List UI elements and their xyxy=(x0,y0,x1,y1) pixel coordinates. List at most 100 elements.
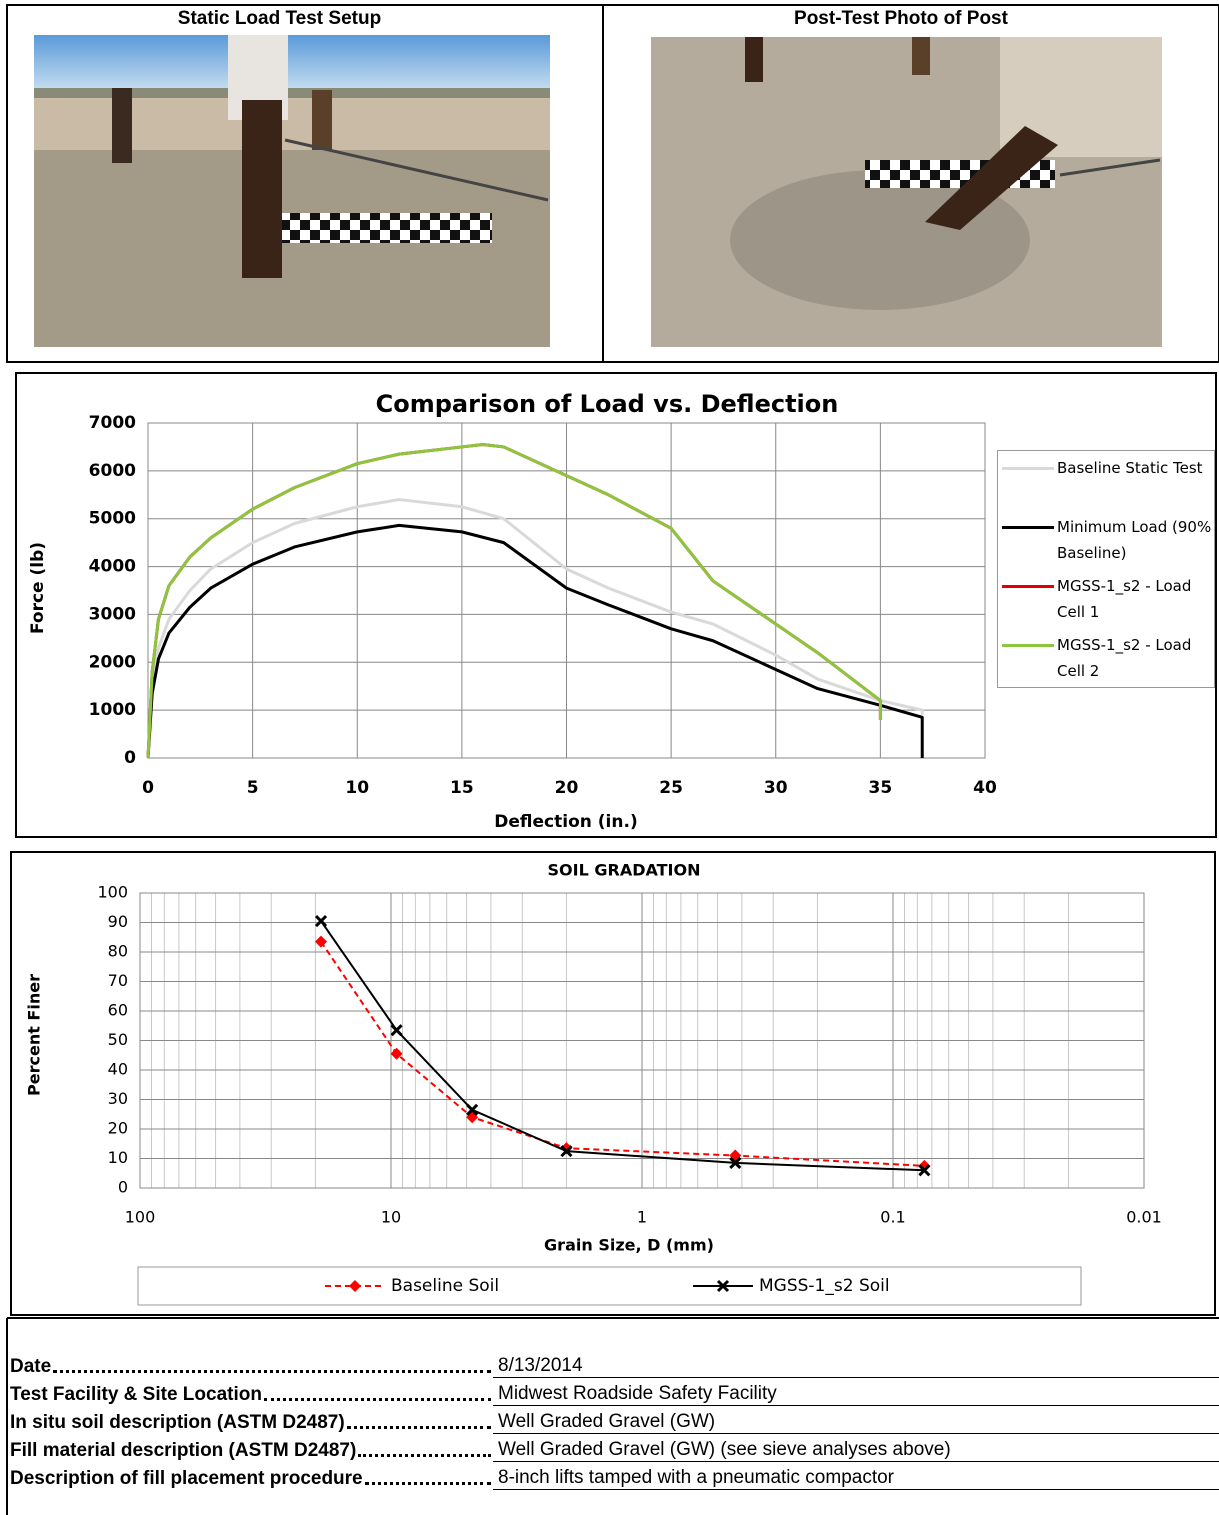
x-tick-label: 1 xyxy=(637,1208,647,1227)
legend-label: MGSS-1_s2 - Load Cell 2 xyxy=(1057,636,1192,680)
x-tick-label: 20 xyxy=(555,778,579,798)
details-value: 8/13/2014 xyxy=(493,1355,1219,1378)
legend-swatch xyxy=(1002,467,1054,470)
y-axis-title: Force (lb) xyxy=(28,542,48,634)
details-table: Date 8/13/2014 Test Facility & Site Locati… xyxy=(10,1350,1219,1490)
series-line xyxy=(146,443,882,759)
marker xyxy=(716,1279,730,1293)
legend-entry: Minimum Load (90% Baseline) xyxy=(1000,514,1214,568)
y-tick-label: 0 xyxy=(118,1178,128,1197)
x-tick-label: 0 xyxy=(142,778,154,798)
chart-title: Comparison of Load vs. Deflection xyxy=(376,390,839,418)
marker xyxy=(390,1047,403,1060)
marker xyxy=(349,1280,361,1292)
marker xyxy=(729,1156,742,1169)
dot-leader xyxy=(53,1370,491,1373)
details-row: Description of fill placement procedure 8… xyxy=(10,1462,1219,1490)
series-line xyxy=(320,941,925,1167)
x-tick-label: 0.01 xyxy=(1126,1208,1162,1227)
details-label-cell: Fill material description (ASTM D2487) xyxy=(10,1440,493,1462)
legend-label: MGSS-1_s2 Soil xyxy=(759,1276,890,1296)
photo-left xyxy=(34,35,550,347)
frames xyxy=(6,4,1219,1515)
details-label-cell: Description of fill placement procedure xyxy=(10,1468,493,1490)
details-value: Well Graded Gravel (GW) xyxy=(493,1411,1219,1434)
legend-swatch xyxy=(1002,644,1054,647)
details-value: Well Graded Gravel (GW) (see sieve analy… xyxy=(493,1439,1219,1462)
plot-border xyxy=(139,892,1145,1189)
series-line xyxy=(146,523,924,759)
y-tick-label: 0 xyxy=(124,748,136,768)
x-tick-label: 35 xyxy=(869,778,893,798)
legend-label: Baseline Static Test xyxy=(1057,459,1203,477)
details-row: Date 8/13/2014 xyxy=(10,1350,1219,1378)
y-tick-label: 7000 xyxy=(89,413,136,433)
x-axis-title: Deflection (in.) xyxy=(494,812,637,832)
series-line xyxy=(146,498,924,759)
chart-title: SOIL GRADATION xyxy=(548,861,701,880)
legend-label: Minimum Load (90% Baseline) xyxy=(1057,518,1212,562)
marker xyxy=(390,1024,403,1037)
y-tick-label: 30 xyxy=(108,1089,128,1108)
y-tick-label: 20 xyxy=(108,1119,128,1138)
y-tick-label: 5000 xyxy=(89,509,136,529)
legend-entry: MGSS-1_s2 - Load Cell 2 xyxy=(1000,632,1214,686)
legend-swatch xyxy=(1002,526,1054,529)
dot-leader xyxy=(346,1426,491,1429)
details-label: Date xyxy=(10,1356,52,1377)
x-tick-label: 100 xyxy=(125,1208,156,1227)
details-row: In situ soil description (ASTM D2487) Wel… xyxy=(10,1406,1219,1434)
y-tick-label: 40 xyxy=(108,1060,128,1079)
x-tick-label: 25 xyxy=(659,778,683,798)
photo-title: Static Load Test Setup xyxy=(177,8,382,29)
y-tick-label: 70 xyxy=(108,971,128,990)
details-label-cell: Date xyxy=(10,1356,493,1378)
details-label-cell: In situ soil description (ASTM D2487) xyxy=(10,1412,493,1434)
y-tick-label: 6000 xyxy=(89,461,136,481)
details-label: In situ soil description (ASTM D2487) xyxy=(10,1412,345,1433)
x-tick-label: 40 xyxy=(973,778,997,798)
legend-swatch xyxy=(1002,585,1054,588)
details-label-cell: Test Facility & Site Location xyxy=(10,1384,493,1406)
y-tick-label: 60 xyxy=(108,1001,128,1020)
y-axis-title: Percent Finer xyxy=(25,974,44,1096)
x-tick-label: 10 xyxy=(345,778,369,798)
x-tick-label: 10 xyxy=(381,1208,401,1227)
x-tick-label: 30 xyxy=(764,778,788,798)
y-tick-label: 50 xyxy=(108,1030,128,1049)
x-axis-title: Grain Size, D (mm) xyxy=(544,1236,714,1255)
marker xyxy=(315,935,328,948)
details-value: Midwest Roadside Safety Facility xyxy=(493,1383,1219,1406)
legend-label: MGSS-1_s2 - Load Cell 1 xyxy=(1057,577,1192,621)
y-tick-label: 4000 xyxy=(89,557,136,577)
dot-leader xyxy=(263,1398,491,1401)
marker xyxy=(918,1164,931,1177)
photo-title: Post-Test Photo of Post xyxy=(794,8,1008,29)
x-tick-label: 0.1 xyxy=(880,1208,905,1227)
photo-right xyxy=(651,37,1162,347)
marker xyxy=(314,914,328,928)
y-tick-label: 80 xyxy=(108,942,128,961)
legend-entry: MGSS-1_s2 - Load Cell 1 xyxy=(1000,573,1214,627)
marker xyxy=(560,1145,573,1158)
y-tick-label: 2000 xyxy=(89,652,136,672)
x-tick-label: 15 xyxy=(450,778,474,798)
marker xyxy=(466,1103,479,1116)
details-label: Fill material description (ASTM D2487) xyxy=(10,1440,357,1461)
series-line xyxy=(320,920,925,1172)
details-row: Fill material description (ASTM D2487) We… xyxy=(10,1434,1219,1462)
y-tick-label: 90 xyxy=(108,912,128,931)
dot-leader xyxy=(364,1482,491,1485)
details-row: Test Facility & Site Location Midwest Roa… xyxy=(10,1378,1219,1406)
details-value: 8-inch lifts tamped with a pneumatic com… xyxy=(493,1467,1219,1490)
y-tick-label: 1000 xyxy=(89,700,136,720)
legend-box xyxy=(137,1266,1082,1306)
y-tick-label: 3000 xyxy=(89,604,136,624)
y-tick-label: 10 xyxy=(108,1148,128,1167)
legend-entry: Baseline Static Test xyxy=(1000,455,1214,509)
details-label: Description of fill placement procedure xyxy=(10,1468,363,1489)
legend-label: Baseline Soil xyxy=(391,1276,499,1296)
x-tick-label: 5 xyxy=(247,778,259,798)
details-label: Test Facility & Site Location xyxy=(10,1384,262,1405)
